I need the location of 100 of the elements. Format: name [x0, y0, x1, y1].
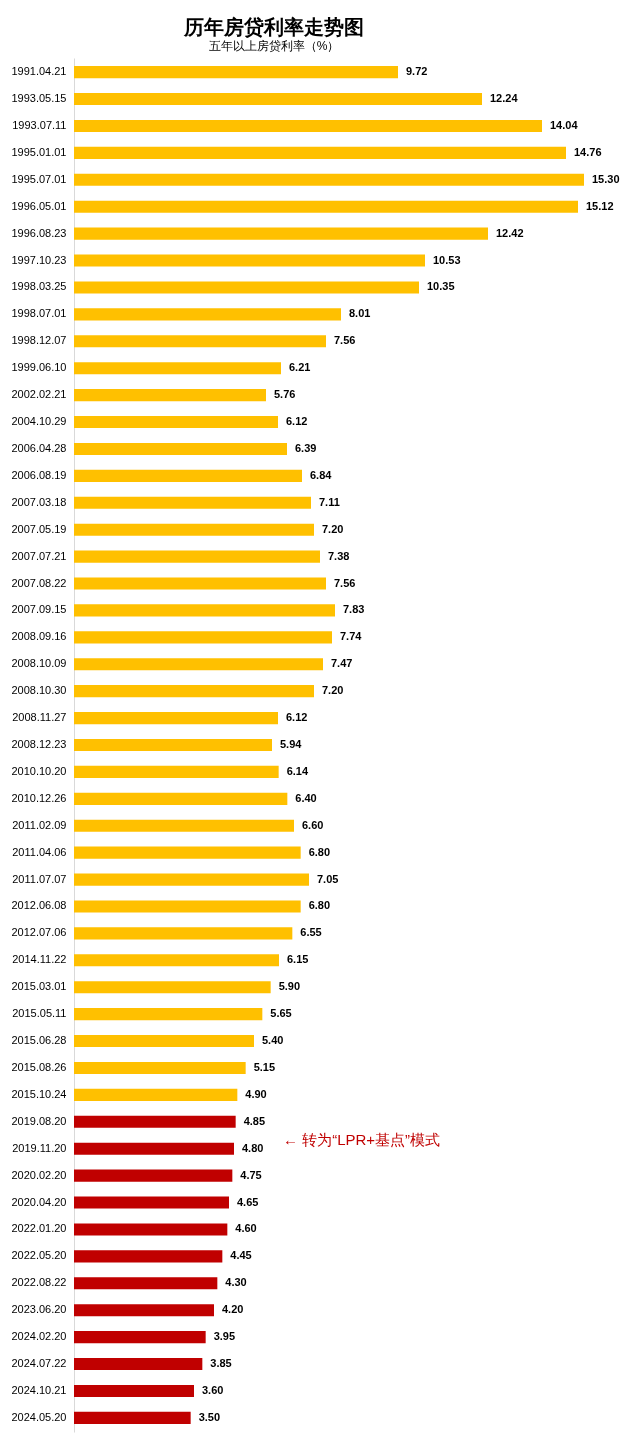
data-label: 3.95 [213, 1330, 236, 1343]
bar [74, 1250, 223, 1263]
y-tick-label: 1999.06.10 [11, 361, 67, 374]
bar [74, 1411, 191, 1424]
data-label: 12.42 [496, 226, 524, 239]
data-label: 7.20 [322, 522, 344, 535]
data-label: 12.24 [490, 92, 519, 105]
y-tick-label: 2015.10.24 [11, 1087, 67, 1100]
y-tick-label: 2008.10.30 [11, 684, 67, 697]
data-label: 10.35 [427, 280, 455, 293]
y-tick-label: 2022.01.20 [11, 1222, 67, 1235]
y-tick-label: 1998.03.25 [11, 280, 67, 293]
data-label: 4.65 [237, 1195, 259, 1208]
data-label: 7.38 [328, 549, 350, 562]
y-tick-label: 1996.08.23 [11, 226, 67, 239]
y-tick-label: 2024.05.20 [11, 1410, 67, 1423]
data-label: 4.75 [240, 1168, 262, 1181]
bar [74, 900, 301, 913]
y-tick-label: 2011.04.06 [12, 845, 67, 858]
y-tick-label: 2008.10.09 [11, 657, 67, 670]
bar [74, 604, 335, 617]
y-tick-label: 2019.11.20 [12, 1141, 67, 1154]
y-tick-label: 2011.02.09 [12, 818, 67, 831]
y-tick-label: 2019.08.20 [11, 1114, 67, 1127]
y-tick-label: 2012.06.08 [11, 899, 67, 912]
data-label: 6.39 [295, 441, 317, 454]
bar [74, 308, 341, 321]
bar [74, 281, 419, 294]
bar [74, 577, 326, 590]
y-tick-label: 1993.07.11 [12, 118, 67, 131]
data-label: 7.74 [340, 630, 363, 643]
y-tick-label: 2020.04.20 [11, 1195, 67, 1208]
bar [74, 1357, 203, 1371]
data-label: 15.30 [592, 172, 620, 185]
data-label: 5.90 [278, 980, 301, 993]
bar [74, 442, 287, 455]
data-label: 6.60 [302, 818, 324, 831]
data-label: 7.20 [322, 684, 344, 697]
y-tick-label: 2010.10.20 [11, 764, 67, 777]
bar [74, 1115, 236, 1128]
annotation: ← 转为“LPR+基点”模式 [283, 1131, 441, 1148]
bar [74, 1277, 218, 1290]
y-tick-label: 2015.03.01 [11, 980, 67, 993]
data-label: 4.85 [243, 1114, 266, 1127]
y-tick-label: 2020.02.20 [11, 1168, 67, 1181]
y-tick-label: 2008.12.23 [11, 738, 67, 750]
bar [74, 738, 272, 752]
y-tick-label: 2002.02.21 [11, 388, 67, 401]
y-tick-label: 2015.06.28 [11, 1034, 67, 1047]
bar [74, 1061, 246, 1075]
data-label: 14.76 [574, 145, 602, 158]
bar [74, 335, 326, 348]
data-label: 4.30 [225, 1276, 247, 1289]
data-label: 6.80 [308, 899, 331, 912]
y-tick-label: 1997.10.23 [11, 253, 67, 266]
data-label: 5.76 [274, 388, 296, 401]
y-tick-label: 2008.11.27 [12, 711, 67, 724]
chart-title: 历年房贷利率走势图 [183, 16, 364, 38]
bar [74, 389, 266, 402]
y-tick-label: 2023.06.20 [11, 1303, 67, 1316]
y-tick-label: 2022.08.22 [11, 1276, 67, 1289]
bar [74, 685, 314, 698]
bar [74, 954, 279, 967]
bar [74, 1384, 194, 1398]
y-tick-label: 1998.07.01 [11, 307, 67, 320]
bar [74, 146, 566, 159]
data-label: 10.53 [433, 253, 461, 266]
bar [74, 873, 309, 886]
bar [74, 927, 293, 940]
data-label: 4.45 [230, 1249, 252, 1262]
data-label: 3.85 [210, 1357, 232, 1370]
y-tick-label: 2007.07.21 [11, 549, 67, 562]
y-tick-label: 2015.05.11 [12, 1007, 67, 1020]
y-tick-label: 1991.04.21 [11, 65, 67, 78]
data-label: 6.84 [310, 468, 333, 481]
bar [74, 765, 279, 778]
data-label: 6.21 [289, 361, 311, 374]
bar [74, 1035, 254, 1048]
y-tick-label: 2007.03.18 [11, 495, 67, 508]
data-label: 5.94 [280, 738, 303, 750]
y-tick-label: 2014.11.22 [12, 953, 67, 966]
y-tick-label: 2024.02.20 [11, 1330, 67, 1343]
bar [74, 550, 320, 563]
bar [74, 1169, 233, 1182]
data-label: 15.12 [586, 199, 614, 212]
data-label: 4.90 [245, 1087, 267, 1100]
data-label: 7.47 [331, 657, 353, 670]
data-label: 5.65 [270, 1007, 292, 1020]
y-tick-label: 1995.07.01 [11, 172, 67, 185]
bar [74, 92, 482, 106]
y-tick-label: 1993.05.15 [11, 92, 67, 105]
bar [74, 712, 278, 725]
bar [74, 658, 323, 671]
bar [74, 1196, 229, 1209]
y-tick-label: 1996.05.01 [11, 199, 67, 212]
bar [74, 469, 302, 482]
bar [74, 119, 542, 133]
y-tick-label: 2022.05.20 [11, 1249, 67, 1262]
y-tick-label: 2010.12.26 [11, 791, 67, 804]
data-label: 4.20 [222, 1303, 244, 1316]
